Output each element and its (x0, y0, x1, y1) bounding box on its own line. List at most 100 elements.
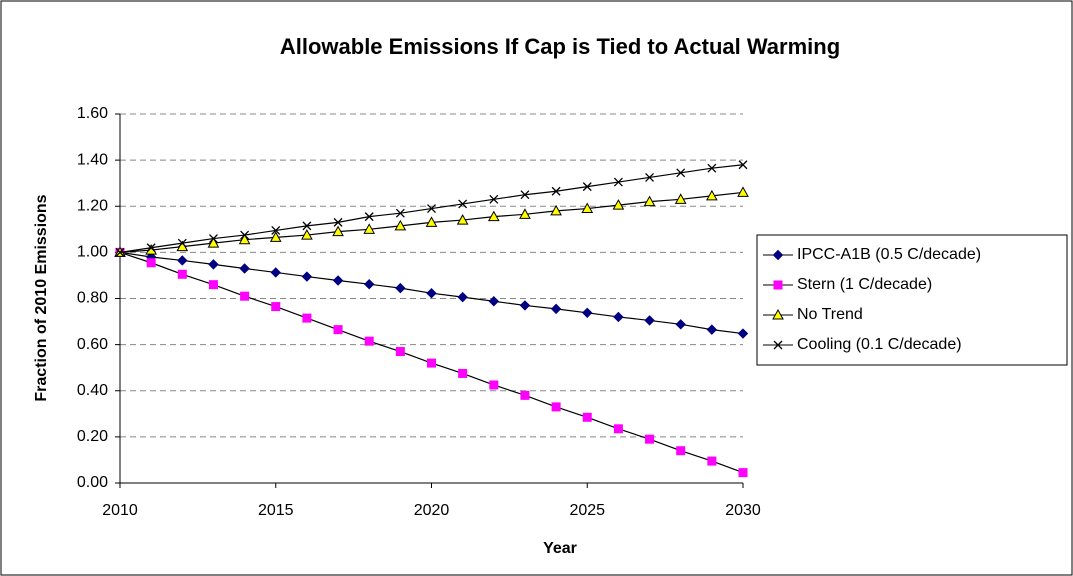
marker (489, 194, 499, 204)
marker (395, 208, 405, 218)
marker (426, 287, 437, 299)
x-tick-label: 2030 (725, 502, 761, 519)
legend-marker (772, 249, 784, 261)
marker (395, 347, 405, 357)
x-tick-label: 2025 (569, 502, 605, 519)
marker (706, 324, 718, 335)
x-tick-label: 2010 (102, 502, 138, 519)
marker (333, 217, 343, 227)
x-axis-title: Year (543, 540, 577, 557)
marker (395, 282, 406, 294)
marker (301, 271, 313, 282)
chart-title: Allowable Emissions If Cap is Tied to Ac… (280, 34, 840, 59)
marker (239, 263, 250, 274)
marker (146, 258, 156, 268)
marker (581, 202, 594, 214)
marker (270, 267, 281, 278)
marker (551, 186, 561, 196)
y-axis-title: Fraction of 2010 Emissions (33, 194, 50, 401)
legend-label: No Trend (797, 306, 863, 323)
marker (302, 313, 312, 323)
marker (519, 208, 531, 219)
y-tick-label: 1.00 (77, 244, 108, 261)
marker (208, 280, 218, 290)
marker (676, 446, 686, 456)
y-tick-label: 1.20 (77, 197, 108, 214)
marker (644, 315, 655, 326)
y-tick-label: 0.60 (77, 336, 108, 353)
marker (706, 189, 718, 201)
y-tick-label: 0.00 (77, 474, 108, 491)
marker (737, 186, 749, 197)
marker (427, 358, 436, 368)
marker (364, 212, 374, 222)
marker (520, 390, 530, 400)
marker (676, 168, 686, 178)
marker (394, 219, 407, 231)
marker (520, 190, 530, 200)
legend-marker (772, 308, 784, 320)
x-tick-label: 2015 (258, 502, 294, 519)
marker (457, 291, 468, 303)
marker (208, 234, 218, 243)
marker (613, 424, 623, 434)
marker (612, 199, 625, 210)
marker (177, 255, 188, 266)
marker (177, 269, 187, 279)
marker (207, 237, 220, 248)
marker (240, 291, 250, 301)
marker (675, 319, 686, 330)
y-tick-label: 0.40 (77, 382, 108, 399)
marker (269, 231, 282, 242)
marker (582, 182, 592, 192)
marker (488, 296, 500, 307)
marker (458, 199, 468, 209)
marker (115, 247, 125, 257)
marker (645, 434, 655, 444)
marker (613, 177, 623, 187)
marker (456, 214, 469, 225)
marker (271, 302, 281, 312)
marker (427, 204, 436, 214)
marker (271, 226, 281, 235)
marker (425, 216, 438, 227)
marker (582, 412, 592, 422)
marker (738, 468, 748, 478)
y-tick-label: 0.20 (77, 428, 108, 445)
marker (364, 336, 374, 346)
marker (707, 163, 717, 173)
marker (301, 229, 313, 240)
marker (737, 328, 749, 339)
y-tick-label: 1.60 (77, 105, 108, 122)
marker (519, 300, 531, 311)
legend-marker (773, 280, 783, 290)
marker (302, 221, 312, 231)
marker (238, 233, 251, 245)
marker (177, 238, 187, 248)
legend-box (756, 234, 1068, 366)
marker (613, 311, 624, 323)
legend-label: IPCC-A1B (0.5 C/decade) (797, 246, 981, 263)
marker (738, 160, 748, 170)
marker (551, 402, 561, 412)
marker (550, 204, 562, 216)
marker (645, 172, 655, 182)
legend-marker (773, 340, 783, 350)
marker (487, 210, 500, 222)
marker (489, 380, 499, 390)
marker (707, 456, 717, 466)
marker (240, 230, 250, 240)
marker (582, 307, 593, 319)
marker (550, 303, 562, 315)
legend-label: Stern (1 C/decade) (797, 276, 932, 293)
y-tick-label: 1.40 (77, 151, 108, 168)
marker (208, 259, 219, 270)
x-tick-label: 2020 (414, 502, 450, 519)
marker (332, 225, 344, 237)
marker (363, 278, 375, 290)
marker (458, 368, 468, 378)
legend-label: Cooling (0.1 C/decade) (797, 336, 962, 353)
marker (332, 275, 344, 286)
